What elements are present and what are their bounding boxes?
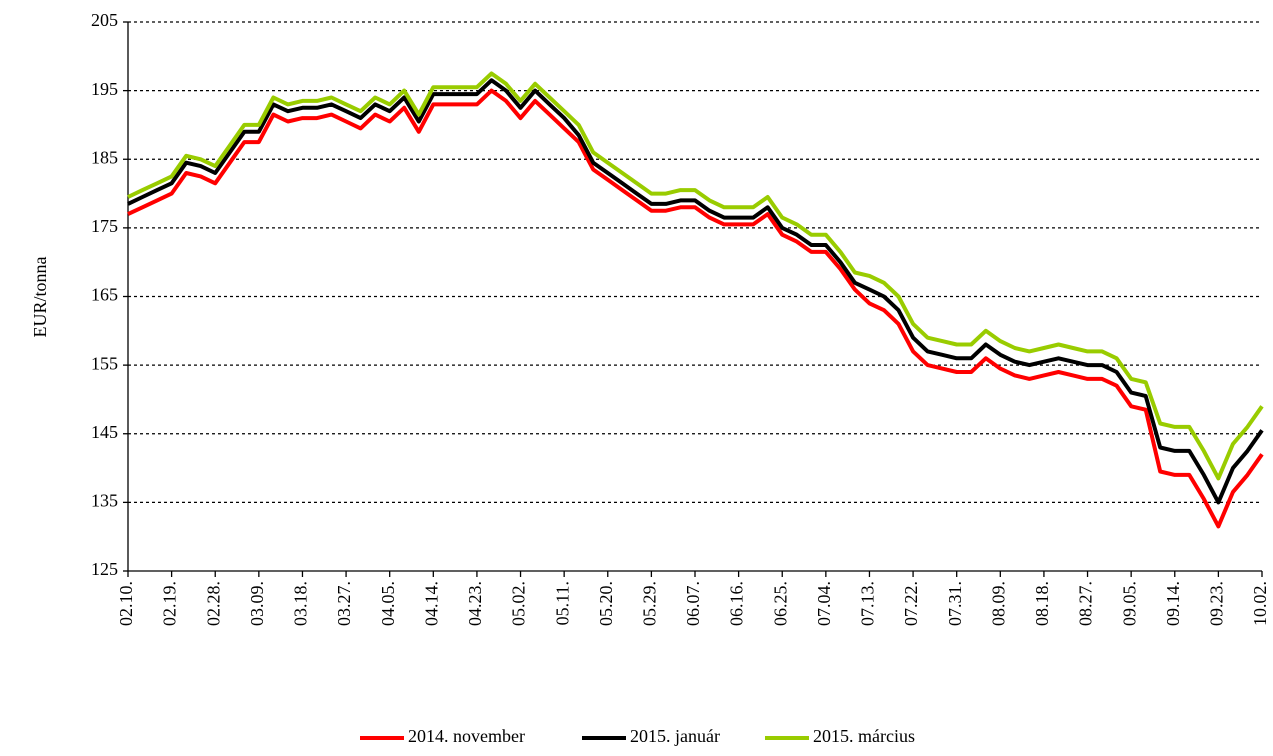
y-tick-label: 125: [91, 559, 118, 579]
series-line: [127, 88, 1264, 529]
x-tick-label: 02.10.: [116, 581, 136, 626]
x-tick-label: 09.14.: [1163, 581, 1183, 626]
legend-label: 2015. január: [630, 726, 720, 746]
x-tick-label: 06.16.: [727, 581, 747, 626]
y-tick-label: 195: [91, 79, 118, 99]
x-tick-label: 05.29.: [640, 581, 660, 626]
x-tick-label: 03.27.: [334, 581, 354, 626]
legend-label: 2014. november: [408, 726, 525, 746]
y-tick-label: 175: [91, 216, 118, 236]
y-tick-label: 185: [91, 147, 118, 167]
x-tick-label: 09.05.: [1119, 581, 1139, 626]
x-tick-label: 05.20.: [596, 581, 616, 626]
x-tick-label: 07.04.: [814, 581, 834, 626]
x-tick-label: 07.22.: [901, 581, 921, 626]
x-tick-label: 08.18.: [1032, 581, 1052, 626]
y-axis-label: EUR/tonna: [30, 256, 50, 337]
x-tick-label: 06.25.: [770, 581, 790, 626]
y-tick-label: 155: [91, 353, 118, 373]
x-tick-label: 07.31.: [945, 581, 965, 626]
x-tick-label: 07.13.: [858, 581, 878, 626]
x-tick-label: 06.07.: [683, 581, 703, 626]
x-tick-label: 05.02.: [509, 581, 529, 626]
y-tick-label: 145: [91, 422, 118, 442]
x-tick-label: 02.28.: [203, 581, 223, 626]
x-tick-label: 08.09.: [988, 581, 1008, 626]
series-line: [127, 71, 1264, 481]
x-tick-label: 04.14.: [421, 581, 441, 626]
x-tick-label: 03.18.: [291, 581, 311, 626]
legend-label: 2015. március: [813, 726, 915, 746]
y-tick-label: 135: [91, 491, 118, 511]
x-tick-label: 08.27.: [1076, 581, 1096, 626]
y-tick-label: 165: [91, 285, 118, 305]
x-tick-label: 05.11.: [552, 581, 572, 625]
y-tick-label: 205: [91, 10, 118, 30]
x-tick-label: 02.19.: [160, 581, 180, 626]
x-tick-label: 03.09.: [247, 581, 267, 626]
series-line: [127, 78, 1264, 505]
x-tick-label: 04.23.: [465, 581, 485, 626]
x-tick-label: 10.02.: [1250, 581, 1270, 626]
x-tick-label: 09.23.: [1207, 581, 1227, 626]
x-tick-label: 04.05.: [378, 581, 398, 626]
